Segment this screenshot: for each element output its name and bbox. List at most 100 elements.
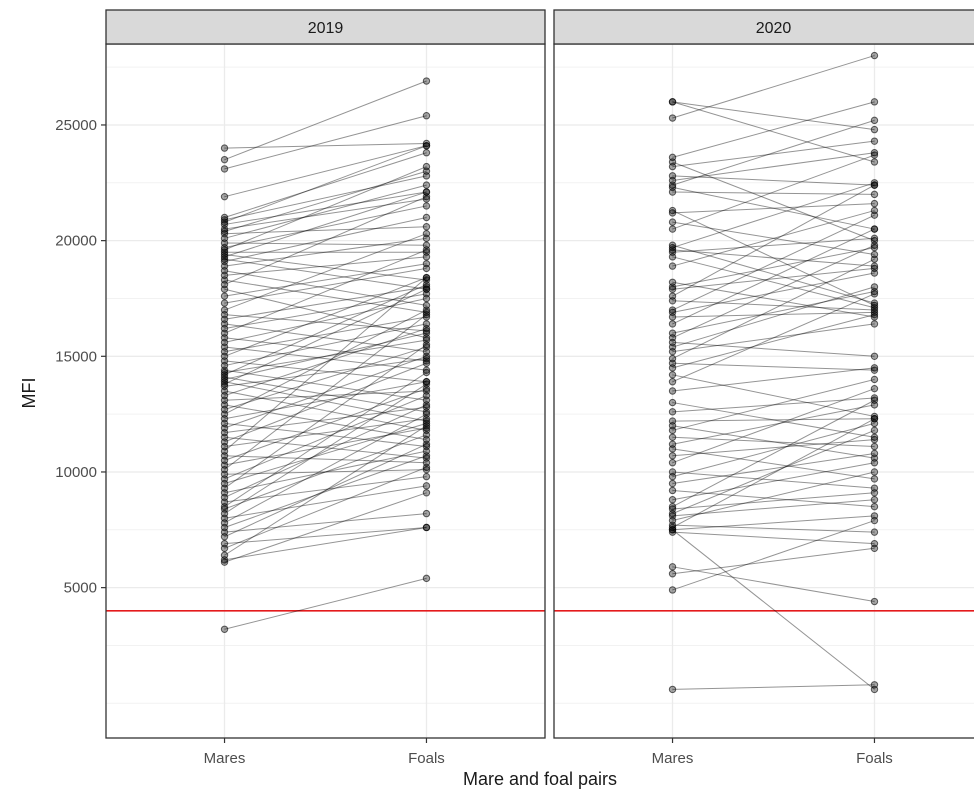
pair-line [672, 311, 875, 318]
pair-line [224, 455, 427, 464]
pair-line [224, 381, 427, 420]
mare-point [668, 347, 677, 356]
mare-point [220, 544, 229, 553]
x-tick-label: Foals [408, 750, 445, 767]
pair-line [224, 175, 427, 221]
pair-line [224, 418, 427, 448]
foal-point [422, 112, 431, 120]
mare-point [668, 509, 677, 518]
foal-point [870, 137, 879, 145]
mare-point [220, 533, 229, 541]
pair-line [672, 418, 875, 528]
pair-line [672, 378, 875, 431]
panel-background [554, 44, 974, 738]
pair-line [672, 323, 875, 353]
y-axis-title: MFI [19, 378, 39, 409]
mare-point [668, 502, 677, 511]
mare-point [220, 299, 229, 307]
mare-point [668, 452, 677, 460]
pair-line [224, 443, 427, 538]
pair-line [224, 196, 427, 286]
pair-line [224, 233, 427, 311]
pair-line [224, 381, 427, 422]
pair-line [224, 450, 427, 494]
foal-point [422, 472, 431, 481]
foal-point [422, 341, 431, 349]
foal-point [870, 269, 879, 277]
foal-point [870, 364, 879, 372]
pair-line [672, 425, 875, 459]
pair-line [672, 258, 875, 360]
pair-line [224, 526, 427, 545]
pair-line [672, 249, 875, 267]
foal-point [870, 384, 879, 393]
foal-point [422, 368, 431, 377]
foal-point [870, 433, 879, 441]
pair-line [224, 404, 427, 498]
foal-point [422, 574, 431, 583]
pair-line [672, 221, 875, 256]
x-tick-label: Mares [652, 750, 694, 767]
y-axis: 5000 10000 15000 20000 25000 [55, 117, 106, 597]
mare-point [668, 685, 677, 694]
mare-point [668, 206, 677, 215]
pair-line [224, 205, 427, 249]
mare-point [668, 398, 677, 407]
foal-point [870, 310, 879, 319]
foal-point [870, 125, 879, 134]
pair-line [672, 499, 875, 517]
pair-line [672, 367, 875, 392]
mare-point [668, 433, 677, 441]
pair-line [224, 226, 427, 235]
mare-point [668, 209, 677, 217]
pair-line [672, 341, 875, 357]
pair-line [224, 115, 427, 170]
mare-point [668, 253, 677, 261]
pair-line [224, 422, 427, 448]
mare-point [668, 313, 677, 321]
mare-point [668, 445, 677, 453]
mare-point [220, 558, 229, 566]
pair-line [672, 529, 875, 690]
foal-point [422, 422, 431, 430]
foal-point [422, 509, 431, 518]
mare-point [668, 459, 677, 467]
mare-point [220, 144, 229, 152]
pair-line [224, 191, 427, 258]
mare-point [668, 472, 677, 481]
foal-point [870, 149, 879, 157]
mare-point [668, 408, 677, 416]
pair-line [224, 372, 427, 508]
pair-line [224, 277, 427, 357]
pair-line [672, 524, 875, 533]
foal-point [870, 681, 879, 689]
pair-line [672, 684, 875, 690]
mare-point [668, 306, 677, 314]
pair-line [224, 323, 427, 353]
mare-point [220, 192, 229, 201]
pair-line [224, 425, 427, 556]
pair-line [224, 191, 427, 225]
facet-strip [553, 9, 974, 45]
x-axis-title: Mare and foal pairs [463, 769, 617, 789]
pair-line [672, 492, 875, 510]
foal-point [870, 283, 879, 291]
pair-line [672, 471, 875, 522]
pair-line [224, 476, 427, 503]
pair-line [224, 332, 427, 380]
foal-point [422, 440, 431, 448]
pair-line [672, 244, 875, 304]
foal-point [870, 308, 879, 317]
foal-point [422, 310, 431, 319]
foal-point [422, 401, 431, 409]
foal-point [422, 410, 431, 418]
mare-point [668, 98, 677, 106]
foal-point [870, 243, 879, 252]
mare-point [668, 285, 677, 293]
pair-line [224, 577, 427, 630]
mare-point [220, 292, 229, 300]
pair-line [224, 434, 427, 510]
mare-point [668, 297, 677, 305]
pair-line [672, 462, 875, 501]
